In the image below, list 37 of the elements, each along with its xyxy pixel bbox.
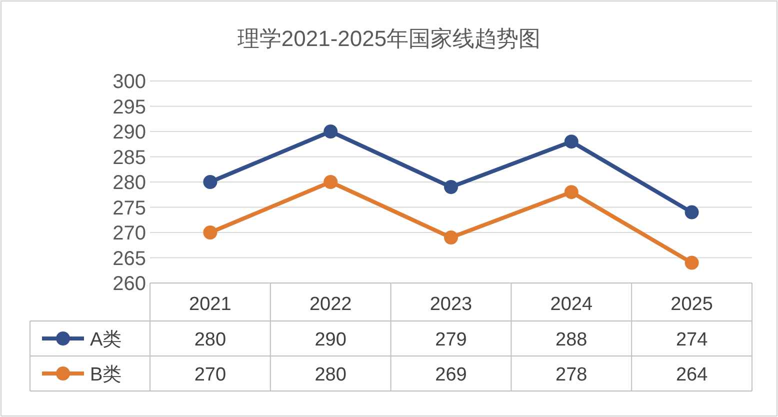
y-tick-label: 270 [112,222,146,244]
y-tick-label: 265 [112,248,146,270]
point [444,180,458,194]
point [324,175,338,189]
point [564,185,578,200]
y-tick-label: 300 [112,71,146,93]
x-tick-label: 2024 [550,294,593,315]
data-label: 290 [314,330,346,350]
point [203,175,218,189]
point [444,230,458,245]
data-label: 269 [435,364,467,386]
point [684,205,699,220]
point [684,256,699,270]
y-tick-label: 275 [112,197,146,220]
data-label: 280 [314,364,346,386]
x-tick-label: 2025 [670,294,713,315]
y-tick-label: 285 [112,146,146,169]
point [564,134,578,149]
y-tick-label: 290 [112,122,146,144]
x-tick-label: 2022 [309,294,352,315]
data-label: 288 [556,330,588,350]
point [324,124,338,138]
data-label: 278 [556,364,588,386]
x-tick-label: 2023 [430,294,472,315]
data-label: 270 [194,364,226,386]
y-tick-label: 260 [112,273,146,295]
data-label: 264 [676,364,708,386]
y-tick-label: 280 [112,172,146,194]
x-tick-label: 2021 [189,294,232,315]
y-tick-label: 295 [112,96,146,118]
point [203,226,218,240]
data-label: 280 [194,330,226,350]
chart-title: 理学2021-2025年国家线趋势图 [237,26,541,51]
legend-label: A类 [90,330,122,350]
data-label: 279 [435,330,467,350]
legend-label: B类 [90,364,122,386]
data-label: 274 [676,330,708,350]
